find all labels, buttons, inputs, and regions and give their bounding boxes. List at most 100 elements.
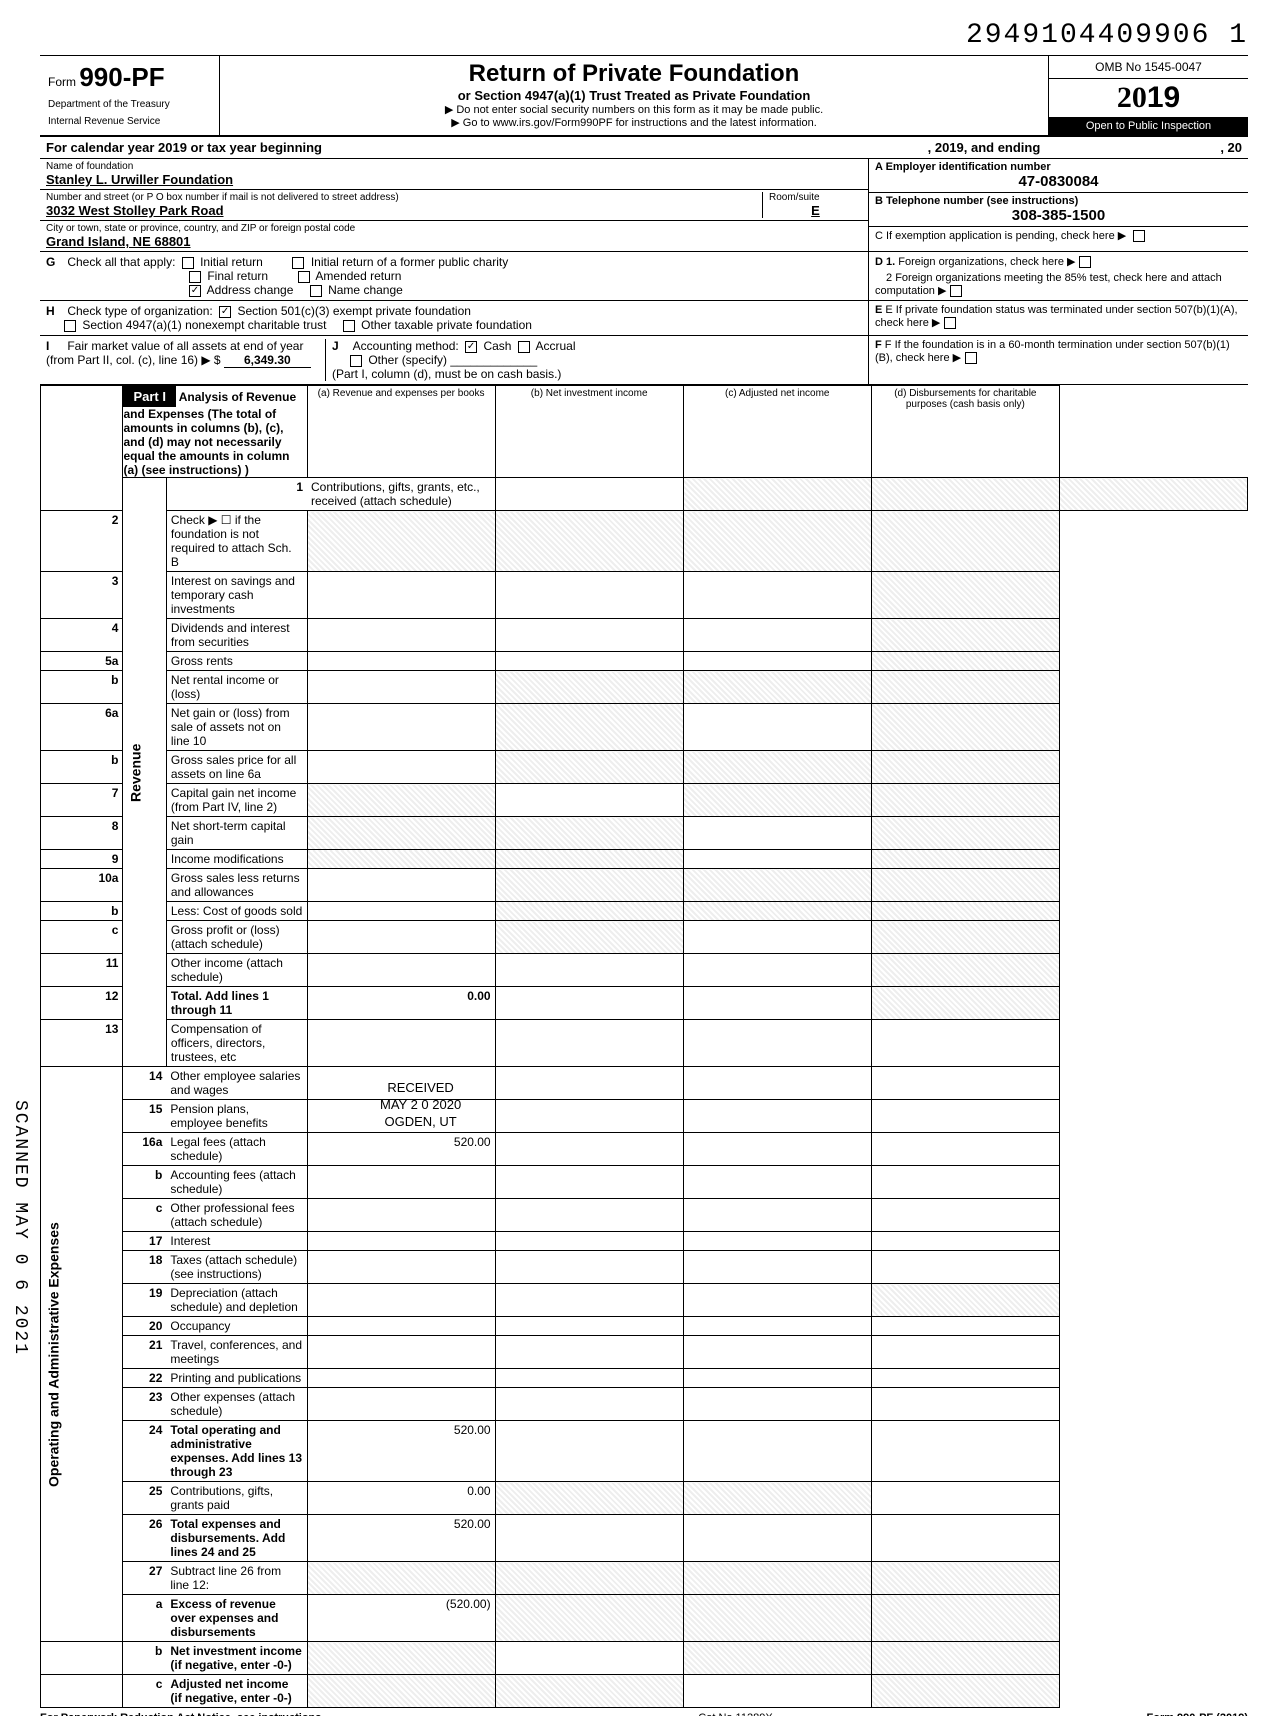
line-12: Total. Add lines 1 through 11 — [166, 987, 307, 1020]
part1-table: Part I Analysis of Revenue and Expenses … — [40, 385, 1248, 1708]
j-note: (Part I, column (d), must be on cash bas… — [332, 367, 561, 381]
phone-row: B Telephone number (see instructions) 30… — [869, 193, 1248, 227]
footer-left: For Paperwork Reduction Act Notice, see … — [40, 1712, 324, 1716]
line-14: Other employee salaries and wages — [166, 1067, 307, 1100]
line-10c: Gross profit or (loss) (attach schedule) — [166, 921, 307, 954]
checkbox-accrual[interactable] — [518, 341, 530, 353]
street-address: 3032 West Stolley Park Road — [46, 203, 762, 218]
dept-irs: Internal Revenue Service — [48, 116, 211, 127]
checkbox-final-return[interactable] — [189, 271, 201, 283]
checkbox-other-taxable[interactable] — [343, 320, 355, 332]
e-text: E If private foundation status was termi… — [875, 304, 1238, 329]
line-24-a: 520.00 — [307, 1421, 495, 1482]
form-title: Return of Private Foundation — [228, 60, 1040, 88]
line-21: Travel, conferences, and meetings — [166, 1336, 307, 1369]
line-15: Pension plans, employee benefits — [166, 1100, 307, 1133]
checkbox-amended[interactable] — [298, 271, 310, 283]
checkbox-former-public[interactable] — [292, 257, 304, 269]
line-2: Check ▶ ☐ if the foundation is not requi… — [166, 511, 307, 572]
exemption-pending-row: C If exemption application is pending, c… — [869, 227, 1248, 244]
checkbox-e[interactable] — [944, 317, 956, 329]
checkbox-4947a1[interactable] — [64, 320, 76, 332]
checkbox-address-change[interactable] — [189, 285, 201, 297]
revenue-label: Revenue — [123, 478, 166, 1067]
line-1: Contributions, gifts, grants, etc., rece… — [307, 478, 495, 511]
calendar-year-row: For calendar year 2019 or tax year begin… — [40, 137, 1248, 159]
col-a-header: (a) Revenue and expenses per books — [307, 386, 495, 478]
checkbox-d1[interactable] — [1079, 256, 1091, 268]
form-instruction-1: ▶ Do not enter social security numbers o… — [228, 103, 1040, 116]
col-b-header: (b) Net investment income — [495, 386, 683, 478]
h-text: Check type of organization: — [67, 304, 212, 318]
checkbox-d2[interactable] — [950, 285, 962, 297]
scanned-stamp: SCANNED MAY 0 6 2021 — [10, 1100, 30, 1356]
address-row: Number and street (or P O box number if … — [40, 190, 868, 221]
expenses-label: Operating and Administrative Expenses — [41, 1067, 123, 1642]
cal-year-text-2: , 2019, and ending — [928, 140, 1041, 155]
form-title-block: Return of Private Foundation or Section … — [220, 56, 1048, 135]
line-17: Interest — [166, 1232, 307, 1251]
form-prefix: Form — [48, 75, 76, 89]
line-26: Total expenses and disbursements. Add li… — [166, 1515, 307, 1562]
letter-j: J — [332, 339, 350, 353]
checkbox-other-method[interactable] — [350, 355, 362, 367]
foundation-name: Stanley L. Urwiller Foundation — [46, 172, 862, 187]
line-19: Depreciation (attach schedule) and deple… — [166, 1284, 307, 1317]
line-12-a: 0.00 — [307, 987, 495, 1020]
cal-year-text-3: , 20 — [1220, 140, 1242, 155]
footer-cat: Cat No 11289X — [698, 1712, 772, 1716]
letter-h: H — [46, 304, 64, 318]
line-24: Total operating and administrative expen… — [166, 1421, 307, 1482]
line-23: Other expenses (attach schedule) — [166, 1388, 307, 1421]
line-7: Capital gain net income (from Part IV, l… — [166, 784, 307, 817]
form-number: 990-PF — [79, 62, 164, 92]
line-18: Taxes (attach schedule) (see instruction… — [166, 1251, 307, 1284]
f-text: F If the foundation is in a 60-month ter… — [875, 339, 1230, 364]
line-26-a: 520.00 — [307, 1515, 495, 1562]
form-header: Form 990-PF Department of the Treasury I… — [40, 55, 1248, 137]
checkbox-initial-return[interactable] — [182, 257, 194, 269]
line-11: Other income (attach schedule) — [166, 954, 307, 987]
line-9: Income modifications — [166, 850, 307, 869]
form-subtitle: or Section 4947(a)(1) Trust Treated as P… — [228, 88, 1040, 103]
line-10a: Gross sales less returns and allowances — [166, 869, 307, 902]
checkbox-cash[interactable] — [465, 341, 477, 353]
row-h: H Check type of organization: Section 50… — [40, 301, 1248, 336]
line-8: Net short-term capital gain — [166, 817, 307, 850]
foundation-name-row: Name of foundation Stanley L. Urwiller F… — [40, 159, 868, 190]
ein-row: A Employer identification number 47-0830… — [869, 159, 1248, 193]
d1-text: Foreign organizations, check here — [898, 256, 1064, 268]
line-20: Occupancy — [166, 1317, 307, 1336]
line-16a: Legal fees (attach schedule) — [166, 1133, 307, 1166]
line-27b: Net investment income (if negative, ente… — [166, 1642, 307, 1675]
open-inspection: Open to Public Inspection — [1049, 117, 1248, 135]
line-16a-a: 520.00 — [307, 1133, 495, 1166]
letter-g: G — [46, 255, 64, 269]
line-25-a: 0.00 — [307, 1482, 495, 1515]
omb-block: OMB No 1545-0047 2019 Open to Public Ins… — [1048, 56, 1248, 135]
line-27a-a: (520.00) — [307, 1595, 495, 1642]
omb-number: OMB No 1545-0047 — [1049, 56, 1248, 79]
line-16b: Accounting fees (attach schedule) — [166, 1166, 307, 1199]
line-16c: Other professional fees (attach schedule… — [166, 1199, 307, 1232]
line-27a: Excess of revenue over expenses and disb… — [166, 1595, 307, 1642]
form-instruction-2: ▶ Go to www.irs.gov/Form990PF for instru… — [228, 116, 1040, 129]
line-6a: Net gain or (loss) from sale of assets n… — [166, 704, 307, 751]
row-g: G Check all that apply: Initial return I… — [40, 252, 1248, 301]
line-5a: Gross rents — [166, 652, 307, 671]
city-state-zip: Grand Island, NE 68801 — [46, 234, 862, 249]
page-footer: For Paperwork Reduction Act Notice, see … — [40, 1712, 1248, 1716]
checkbox-f[interactable] — [965, 352, 977, 364]
filing-number: 2949104409906 1 — [40, 20, 1248, 51]
checkbox-name-change[interactable] — [310, 285, 322, 297]
line-6b: Gross sales price for all assets on line… — [166, 751, 307, 784]
checkbox-501c3[interactable] — [219, 306, 231, 318]
entity-info-block: Name of foundation Stanley L. Urwiller F… — [40, 159, 1248, 252]
line-27c: Adjusted net income (if negative, enter … — [166, 1675, 307, 1708]
phone-value: 308-385-1500 — [875, 207, 1242, 224]
footer-right: Form 990-PF (2019) — [1147, 1712, 1248, 1716]
col-d-header: (d) Disbursements for charitable purpose… — [871, 386, 1059, 478]
line-4: Dividends and interest from securities — [166, 619, 307, 652]
line-13: Compensation of officers, directors, tru… — [166, 1020, 307, 1067]
checkbox-c[interactable] — [1133, 230, 1145, 242]
